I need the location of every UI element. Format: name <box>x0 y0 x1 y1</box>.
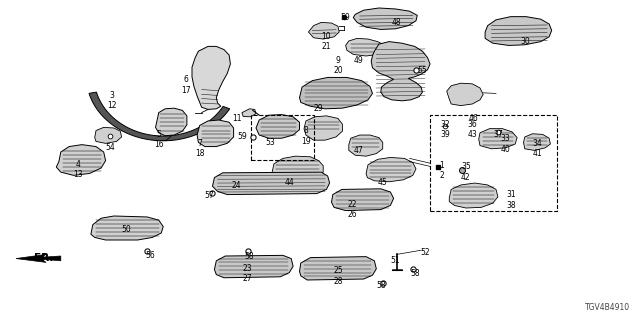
Polygon shape <box>485 17 552 45</box>
Text: 7
18: 7 18 <box>195 139 204 158</box>
Text: 33
40: 33 40 <box>500 134 511 154</box>
Polygon shape <box>300 257 376 280</box>
Text: 9
20: 9 20 <box>333 56 343 75</box>
Polygon shape <box>56 145 106 175</box>
Text: 34
41: 34 41 <box>532 139 543 158</box>
Polygon shape <box>242 109 256 117</box>
Polygon shape <box>346 38 385 56</box>
Text: 24: 24 <box>232 181 242 190</box>
Text: 31
38: 31 38 <box>506 190 516 210</box>
Text: 37: 37 <box>493 130 503 139</box>
Text: 3
12: 3 12 <box>108 91 116 110</box>
Bar <box>430 115 557 211</box>
Polygon shape <box>366 157 416 182</box>
Text: 59: 59 <box>340 13 351 22</box>
Text: 55: 55 <box>417 66 428 75</box>
Text: 4
13: 4 13 <box>73 160 83 179</box>
Polygon shape <box>272 156 323 181</box>
Text: 50: 50 <box>122 225 132 234</box>
Polygon shape <box>197 120 234 147</box>
Polygon shape <box>449 183 498 208</box>
Text: 51: 51 <box>390 256 401 265</box>
Text: 6
17: 6 17 <box>180 75 191 94</box>
Text: 58: 58 <box>244 252 255 261</box>
Bar <box>251 115 314 160</box>
Text: 11: 11 <box>232 114 241 123</box>
Polygon shape <box>192 46 230 109</box>
Text: 58: 58 <box>376 281 386 290</box>
Polygon shape <box>524 134 550 150</box>
Polygon shape <box>308 22 339 39</box>
Text: 29: 29 <box>314 104 324 113</box>
Text: 46: 46 <box>468 114 479 123</box>
Text: TGV4B4910: TGV4B4910 <box>585 303 630 312</box>
Text: 32
39: 32 39 <box>440 120 451 139</box>
Text: 22
26: 22 26 <box>347 200 357 219</box>
Text: 8
19: 8 19 <box>301 126 311 146</box>
Text: 25
28: 25 28 <box>333 266 343 285</box>
Text: 56: 56 <box>145 252 156 260</box>
Polygon shape <box>95 127 122 143</box>
Polygon shape <box>16 254 61 262</box>
Text: 52: 52 <box>420 248 431 257</box>
Text: 59: 59 <box>237 132 247 140</box>
Polygon shape <box>353 8 417 29</box>
Text: 5
16: 5 16 <box>154 130 164 149</box>
Polygon shape <box>371 42 430 101</box>
Polygon shape <box>256 115 300 138</box>
Polygon shape <box>349 135 383 156</box>
Polygon shape <box>300 77 372 109</box>
Polygon shape <box>304 116 342 140</box>
Text: FR.: FR. <box>34 252 53 263</box>
Text: 30: 30 <box>520 37 530 46</box>
Text: 1
2: 1 2 <box>439 161 444 180</box>
Polygon shape <box>214 255 293 278</box>
Polygon shape <box>332 189 394 211</box>
Polygon shape <box>156 108 187 136</box>
Text: 48: 48 <box>392 18 402 27</box>
Text: 23
27: 23 27 <box>243 264 253 283</box>
Polygon shape <box>479 129 517 149</box>
Text: 47: 47 <box>353 146 364 155</box>
Text: 35
42: 35 42 <box>461 163 471 182</box>
Polygon shape <box>89 92 230 141</box>
Text: 36
43: 36 43 <box>467 120 477 139</box>
Polygon shape <box>91 216 163 240</box>
Text: 44: 44 <box>284 178 294 187</box>
Text: 57: 57 <box>204 191 214 200</box>
Text: 54: 54 <box>106 143 116 152</box>
Text: 58: 58 <box>410 269 420 278</box>
Polygon shape <box>212 172 330 195</box>
Text: 53: 53 <box>265 138 275 147</box>
Polygon shape <box>447 83 483 106</box>
Text: 10
21: 10 21 <box>321 32 332 51</box>
Text: 49: 49 <box>353 56 364 65</box>
Text: 45: 45 <box>378 178 388 187</box>
